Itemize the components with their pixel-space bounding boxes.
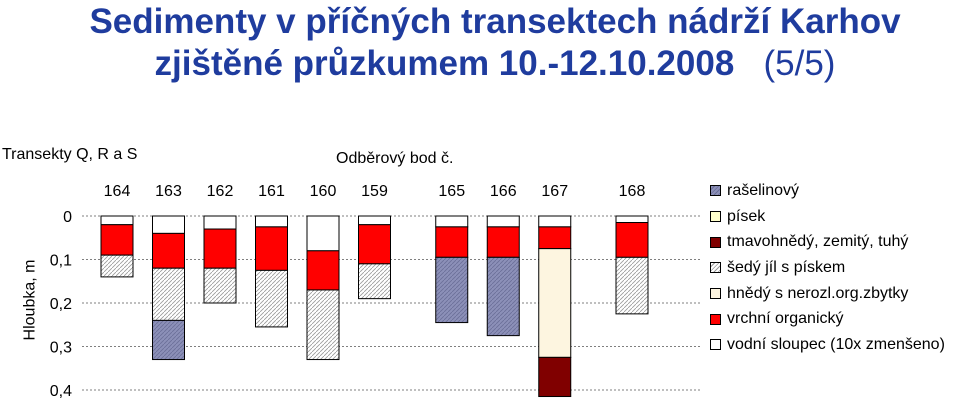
legend-swatch bbox=[710, 288, 721, 300]
chart-title-line2: zjištěné průzkumem 10.-12.10.2008 (5/5) bbox=[0, 44, 960, 84]
bar-segment bbox=[152, 232, 185, 269]
x-tick-label: 168 bbox=[619, 183, 646, 200]
legend-label: písek bbox=[727, 207, 766, 225]
legend-swatch bbox=[710, 185, 721, 197]
bar-segment bbox=[152, 215, 185, 234]
x-tick-label: 165 bbox=[438, 183, 465, 200]
chart-title-date: zjištěné průzkumem 10.-12.10.2008 bbox=[154, 44, 735, 83]
bar-segment bbox=[152, 319, 185, 361]
x-tick-label: 161 bbox=[258, 183, 285, 200]
y-tick-label: 0 bbox=[63, 209, 72, 226]
legend-item: vodní sloupec (10x zmenšeno) bbox=[710, 332, 945, 358]
x-tick-label: 163 bbox=[155, 183, 182, 200]
x-tick-label: 166 bbox=[490, 183, 517, 200]
y-tick-label: 0,3 bbox=[50, 340, 72, 357]
legend-label: šedý jíl s pískem bbox=[727, 258, 846, 276]
bar-segment bbox=[306, 289, 340, 361]
bar-segment bbox=[538, 215, 572, 228]
bar-segment bbox=[306, 250, 340, 291]
bar-segment bbox=[615, 256, 649, 315]
bar-segment bbox=[358, 215, 391, 226]
legend-item: šedý jíl s pískem bbox=[710, 255, 945, 281]
bar-segment bbox=[203, 215, 237, 230]
bar-segment bbox=[435, 215, 469, 228]
legend-label: vrchní organický bbox=[727, 310, 844, 328]
bar-segment bbox=[255, 226, 288, 271]
legend-swatch bbox=[710, 236, 721, 248]
bar-segment bbox=[306, 215, 340, 252]
bar-segment bbox=[615, 222, 649, 258]
bar-segment bbox=[538, 226, 572, 250]
legend-item: vrchní organický bbox=[710, 306, 945, 332]
bar-segment bbox=[203, 228, 237, 269]
bar-segment bbox=[152, 267, 185, 321]
bar-segment bbox=[358, 263, 391, 300]
chart-title-line1: Sedimenty v příčných transektech nádrží … bbox=[89, 2, 901, 41]
chart-legend: rašelinový písek tmavohnědý, zemitý, tuhý š… bbox=[710, 178, 945, 358]
x-tick-label: 162 bbox=[207, 183, 234, 200]
x-tick-label: 159 bbox=[361, 183, 388, 200]
bar-segment bbox=[100, 215, 134, 226]
bar-segment bbox=[615, 215, 649, 224]
y-tick-label: 0,2 bbox=[50, 296, 72, 313]
bar-segment bbox=[100, 224, 134, 256]
legend-swatch bbox=[710, 339, 721, 351]
legend-item: hnědý s nerozl.org.zbytky bbox=[710, 281, 945, 307]
bar-segment bbox=[486, 256, 520, 337]
legend-swatch bbox=[710, 313, 721, 325]
chart-title-suffix: (5/5) bbox=[763, 44, 836, 83]
bar-segment bbox=[435, 256, 469, 324]
x-tick-label: 164 bbox=[104, 183, 131, 200]
bar-segment bbox=[486, 226, 520, 258]
bar-segment bbox=[255, 215, 288, 228]
y-tick-label: 0,4 bbox=[50, 383, 72, 400]
legend-label: hnědý s nerozl.org.zbytky bbox=[727, 284, 909, 302]
legend-item: tmavohnědý, zemitý, tuhý bbox=[710, 229, 945, 255]
x-tick-label: 160 bbox=[310, 183, 337, 200]
legend-label: tmavohnědý, zemitý, tuhý bbox=[727, 233, 909, 251]
legend-item: rašelinový bbox=[710, 178, 945, 204]
legend-label: rašelinový bbox=[727, 181, 800, 199]
bar-segment bbox=[538, 248, 572, 358]
bar-segment bbox=[255, 269, 288, 328]
x-axis-label: Odběrový bod č. bbox=[336, 150, 454, 167]
legend-label: vodní sloupec (10x zmenšeno) bbox=[727, 335, 945, 353]
chart-subtitle: Transekty Q, R a S bbox=[2, 146, 138, 163]
bar-segment bbox=[435, 226, 469, 258]
bar-segment bbox=[538, 356, 572, 398]
bar-segment bbox=[100, 254, 134, 278]
legend-swatch bbox=[710, 262, 721, 274]
bar-segment bbox=[486, 215, 520, 228]
y-tick-label: 0,1 bbox=[50, 253, 72, 270]
x-tick-label: 167 bbox=[541, 183, 568, 200]
bar-segment bbox=[203, 267, 237, 304]
legend-swatch bbox=[710, 211, 721, 223]
legend-item: písek bbox=[710, 204, 945, 230]
bar-segment bbox=[358, 224, 391, 265]
